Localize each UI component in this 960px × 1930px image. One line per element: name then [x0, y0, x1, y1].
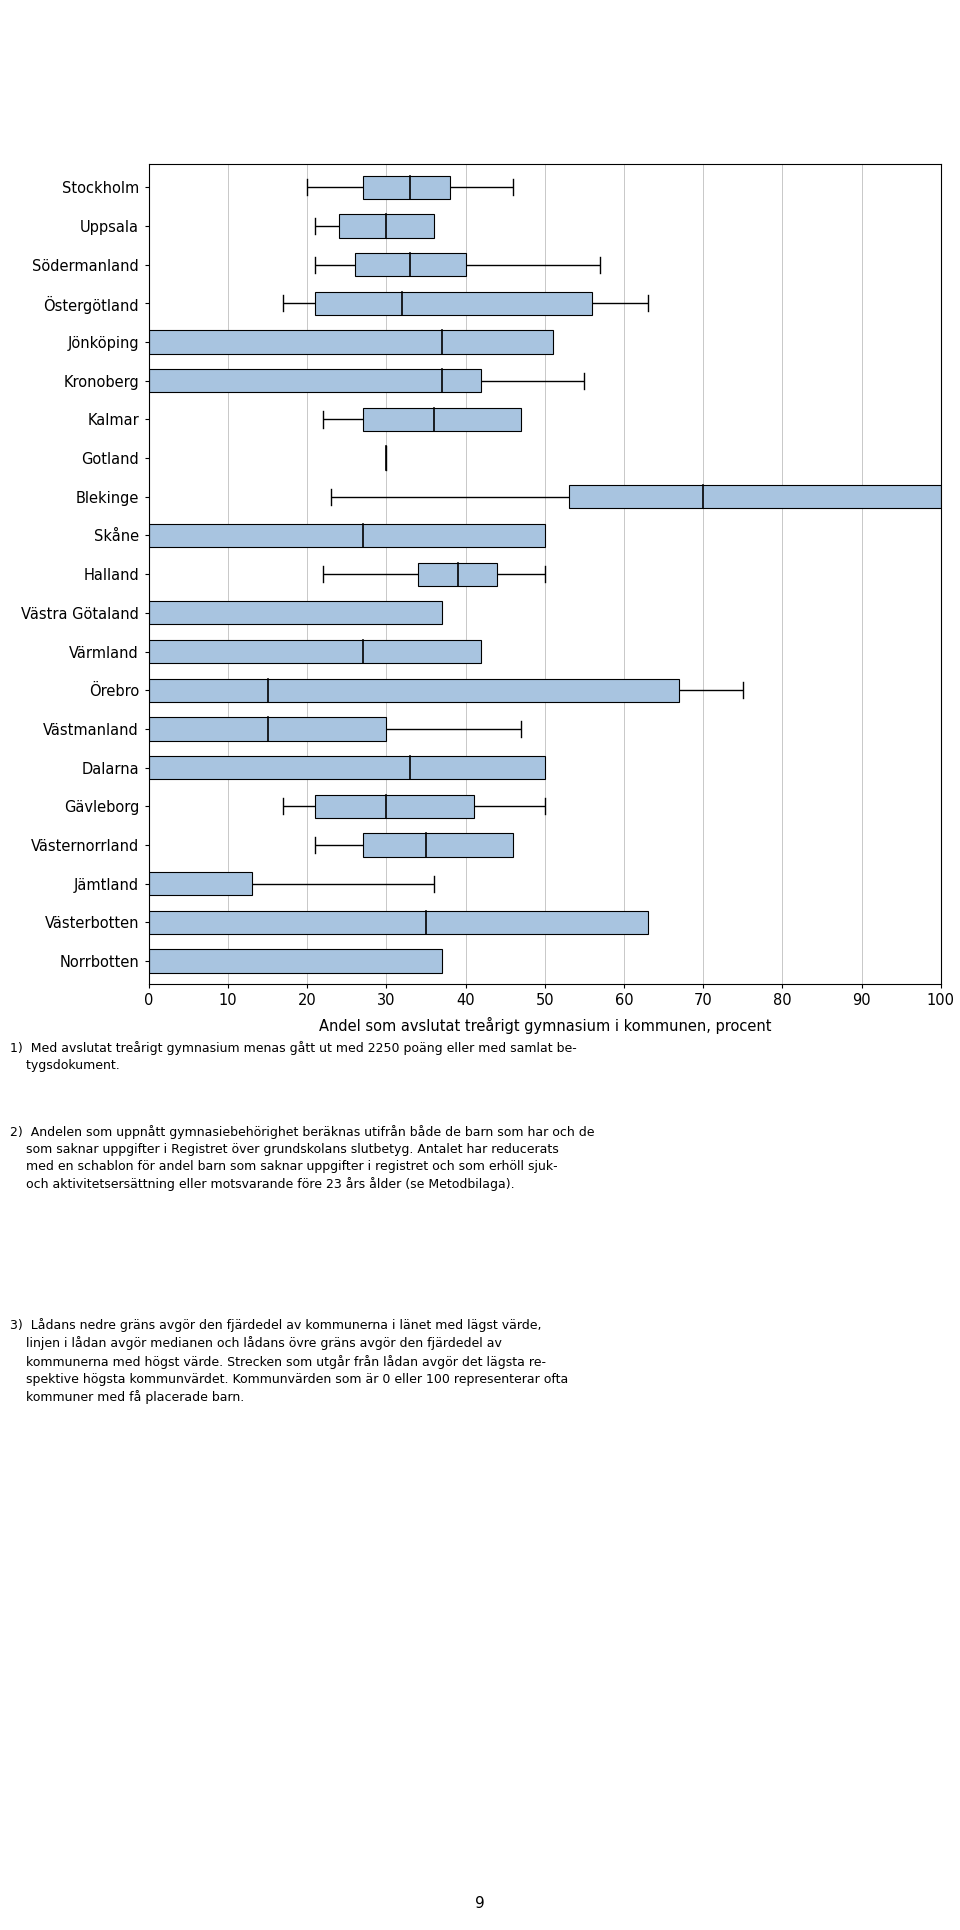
Bar — [149, 757, 544, 780]
Bar — [363, 176, 449, 199]
Bar — [149, 369, 481, 392]
Bar — [149, 602, 442, 625]
Bar — [149, 330, 553, 353]
Bar — [363, 407, 521, 430]
Bar — [149, 679, 680, 703]
Bar — [149, 641, 481, 664]
Bar — [315, 291, 592, 315]
Bar — [419, 562, 497, 587]
Bar — [568, 484, 941, 508]
Text: 3)  Lådans nedre gräns avgör den fjärdedel av kommunerna i länet med lägst värde: 3) Lådans nedre gräns avgör den fjärdede… — [10, 1318, 568, 1403]
Bar — [149, 718, 386, 741]
X-axis label: Andel som avslutat treårigt gymnasium i kommunen, procent: Andel som avslutat treårigt gymnasium i … — [319, 1017, 771, 1034]
Bar — [149, 911, 648, 934]
Bar — [339, 214, 434, 237]
Bar — [315, 795, 473, 818]
Bar — [149, 950, 442, 973]
Bar — [149, 872, 252, 896]
Bar — [149, 523, 544, 546]
Text: 9: 9 — [475, 1895, 485, 1911]
Bar — [355, 253, 466, 276]
Bar — [363, 834, 513, 857]
Text: 2)  Andelen som uppnått gymnasiebehörighet beräknas utifrån både de barn som har: 2) Andelen som uppnått gymnasiebehörighe… — [10, 1125, 594, 1191]
Text: 1)  Med avslutat treårigt gymnasium menas gått ut med 2250 poäng eller med samla: 1) Med avslutat treårigt gymnasium menas… — [10, 1042, 576, 1073]
